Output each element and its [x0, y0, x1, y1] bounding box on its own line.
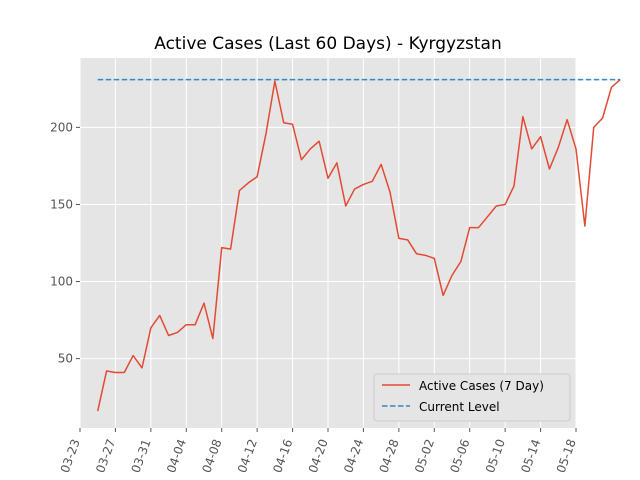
x-tick-label: 04-12: [235, 437, 260, 475]
y-tick-label: 200: [50, 120, 73, 134]
x-tick-label: 04-24: [341, 437, 366, 475]
y-tick-label: 100: [50, 275, 73, 289]
x-tick-label: 04-16: [270, 437, 295, 475]
x-tick-label: 04-04: [164, 437, 189, 475]
x-tick-label: 03-27: [93, 437, 118, 475]
x-tick-label: 05-02: [412, 437, 437, 475]
chart-title: Active Cases (Last 60 Days) - Kyrgyzstan: [154, 34, 502, 54]
grid-lines: [79, 58, 577, 428]
x-tick-label: 05-06: [447, 437, 472, 475]
x-tick-label: 04-08: [199, 437, 224, 475]
x-tick-label: 03-23: [58, 437, 83, 475]
x-tick-label: 03-31: [129, 437, 154, 475]
x-tick-label: 04-28: [377, 437, 402, 475]
y-axis: 50 100 150 200: [50, 120, 80, 366]
y-tick-label: 50: [58, 352, 73, 366]
x-axis: 03-23 03-27 03-31 04-04 04-08 04-12 04-16 04-20…: [58, 428, 579, 475]
legend-label-current-level: Current Level: [419, 400, 500, 414]
x-tick-label: 05-14: [518, 437, 543, 475]
x-tick-label: 05-10: [483, 437, 508, 475]
x-tick-label: 05-18: [554, 437, 579, 475]
legend: Active Cases (7 Day) Current Level: [373, 373, 571, 422]
y-tick-label: 150: [50, 197, 73, 211]
x-tick-label: 04-20: [306, 437, 331, 475]
series-lines: [96, 78, 621, 412]
legend-label-active-cases: Active Cases (7 Day): [419, 379, 544, 393]
series-line-active-cases: [96, 79, 621, 412]
legend-box: [373, 373, 571, 422]
